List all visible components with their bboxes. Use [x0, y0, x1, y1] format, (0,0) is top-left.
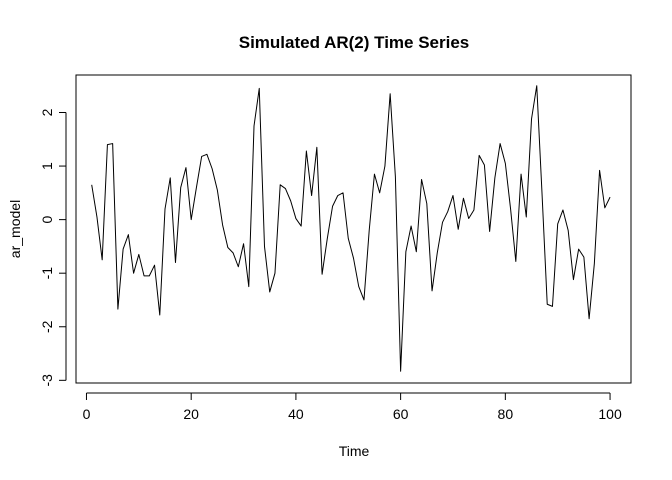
y-tick-label: 1: [39, 162, 55, 170]
y-axis-label: ar_model: [7, 200, 23, 258]
y-tick-label: -3: [39, 374, 55, 387]
y-tick-label: 2: [39, 108, 55, 116]
x-tick-label: 0: [83, 406, 91, 422]
x-axis: 0 20 40 60 80 100: [83, 392, 622, 422]
x-tick-label: 100: [598, 406, 622, 422]
chart-title: Simulated AR(2) Time Series: [239, 33, 470, 52]
x-tick-label: 40: [288, 406, 304, 422]
y-axis: -3 -2 -1 0 1 2: [39, 108, 67, 387]
plot-frame: [75, 74, 632, 384]
y-tick-label: -2: [39, 320, 55, 333]
x-tick-label: 80: [498, 406, 514, 422]
y-tick-label: -1: [39, 267, 55, 280]
x-tick-label: 60: [393, 406, 409, 422]
x-axis-label: Time: [339, 443, 370, 459]
series-points: [91, 85, 612, 373]
series-line-ar-model: [91, 85, 611, 372]
x-tick-label: 20: [183, 406, 199, 422]
y-tick-label: 0: [39, 216, 55, 224]
